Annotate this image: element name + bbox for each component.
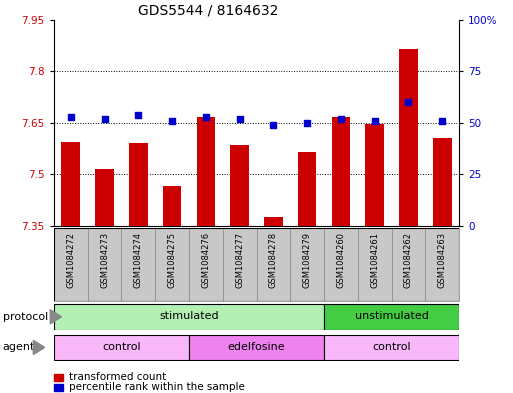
Bar: [54, 384, 63, 391]
Bar: [189, 228, 223, 301]
Text: stimulated: stimulated: [159, 311, 219, 321]
Bar: [324, 304, 459, 330]
Bar: [425, 228, 459, 301]
Text: GSM1084262: GSM1084262: [404, 231, 413, 288]
Text: GSM1084279: GSM1084279: [303, 231, 312, 288]
Point: [404, 99, 412, 105]
Text: GSM1084273: GSM1084273: [100, 231, 109, 288]
Text: percentile rank within the sample: percentile rank within the sample: [69, 382, 245, 392]
Text: transformed count: transformed count: [69, 372, 167, 382]
Bar: [189, 334, 324, 360]
Point: [134, 112, 143, 118]
Point: [235, 116, 244, 122]
Text: GSM1084274: GSM1084274: [134, 231, 143, 288]
Bar: [391, 228, 425, 301]
Text: edelfosine: edelfosine: [228, 342, 285, 352]
Bar: [433, 138, 451, 226]
Bar: [331, 117, 350, 226]
Title: GDS5544 / 8164632: GDS5544 / 8164632: [137, 3, 278, 17]
Text: GSM1084276: GSM1084276: [201, 231, 210, 288]
Bar: [290, 228, 324, 301]
Bar: [54, 228, 88, 301]
Point: [168, 118, 176, 124]
Text: protocol: protocol: [3, 312, 48, 322]
Bar: [399, 49, 418, 226]
Bar: [155, 228, 189, 301]
Bar: [54, 334, 189, 360]
Text: control: control: [102, 342, 141, 352]
Point: [303, 119, 311, 126]
Bar: [54, 304, 324, 330]
Bar: [54, 374, 63, 381]
Text: GSM1084260: GSM1084260: [337, 231, 345, 288]
Polygon shape: [33, 340, 45, 354]
Bar: [230, 145, 249, 226]
Point: [438, 118, 446, 124]
Bar: [196, 117, 215, 226]
Text: control: control: [372, 342, 411, 352]
Bar: [358, 228, 391, 301]
Bar: [365, 123, 384, 226]
Point: [337, 116, 345, 122]
Bar: [88, 228, 122, 301]
Bar: [54, 228, 459, 301]
Bar: [163, 186, 182, 226]
Point: [101, 116, 109, 122]
Point: [202, 114, 210, 120]
Point: [269, 122, 278, 128]
Text: GSM1084261: GSM1084261: [370, 231, 379, 288]
Text: unstimulated: unstimulated: [354, 311, 428, 321]
Bar: [324, 334, 459, 360]
Text: GSM1084278: GSM1084278: [269, 231, 278, 288]
Bar: [223, 228, 256, 301]
Bar: [95, 169, 114, 226]
Text: GSM1084275: GSM1084275: [168, 231, 176, 288]
Text: GSM1084263: GSM1084263: [438, 231, 447, 288]
Bar: [256, 228, 290, 301]
Text: GSM1084277: GSM1084277: [235, 231, 244, 288]
Bar: [324, 228, 358, 301]
Bar: [122, 228, 155, 301]
Point: [67, 114, 75, 120]
Text: agent: agent: [3, 342, 35, 353]
Polygon shape: [50, 310, 62, 324]
Text: GSM1084272: GSM1084272: [66, 231, 75, 288]
Bar: [298, 152, 317, 226]
Point: [370, 118, 379, 124]
Bar: [264, 217, 283, 226]
Bar: [129, 143, 148, 226]
Bar: [62, 142, 80, 226]
